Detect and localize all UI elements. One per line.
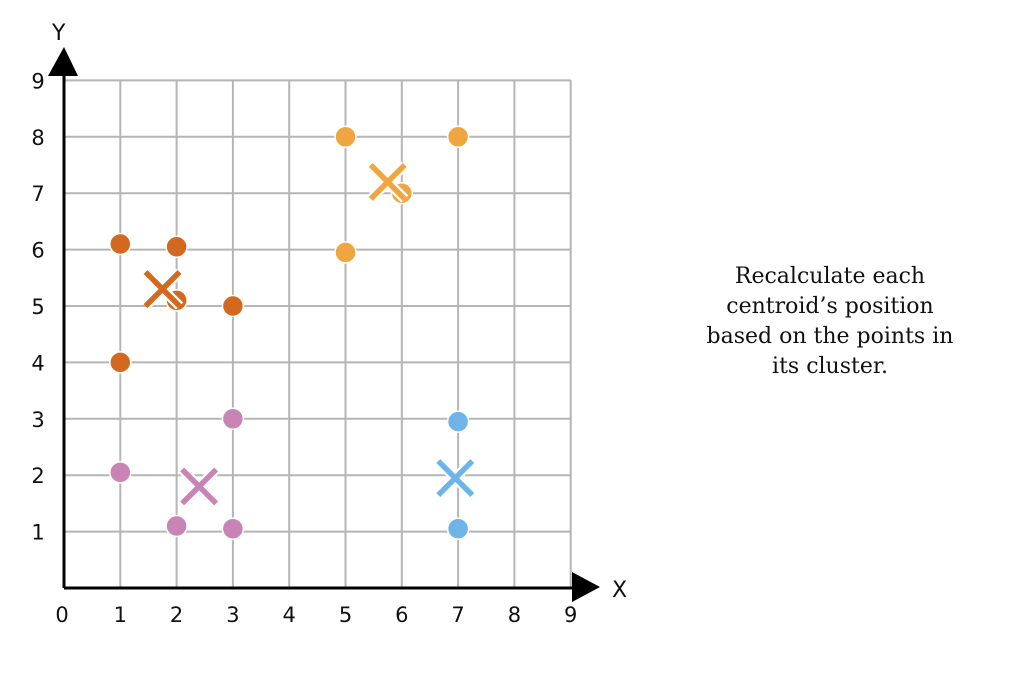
x-tick-label: 5 (339, 603, 352, 627)
data-point (446, 517, 470, 541)
data-point (109, 461, 132, 484)
data-point (221, 294, 245, 318)
y-tick-label: 5 (31, 295, 44, 319)
data-point (165, 514, 188, 538)
x-tick-label: 8 (508, 603, 521, 627)
y-tick-label: 7 (31, 182, 44, 206)
x-tick-label: 4 (283, 603, 296, 627)
x-tick-label: 2 (170, 603, 183, 627)
caption-line: based on the points in (706, 324, 954, 349)
y-axis-arrow (48, 47, 78, 76)
data-point (221, 407, 245, 431)
y-tick-label: 9 (31, 69, 44, 93)
data-point (109, 232, 132, 256)
caption: Recalculate each centroid’s position bas… (700, 262, 960, 382)
data-point (109, 351, 132, 374)
caption-line: centroid’s position (726, 294, 934, 319)
x-tick-label: 1 (114, 603, 127, 627)
centroid-marker (178, 465, 220, 508)
data-point (334, 241, 357, 264)
y-tick-label: 1 (31, 521, 44, 545)
data-point (221, 517, 245, 541)
y-tick-label: 8 (31, 126, 44, 150)
data-points (109, 125, 470, 541)
data-point (446, 125, 470, 149)
x-tick-label: 9 (564, 603, 577, 627)
y-axis-label: Y (51, 21, 66, 46)
centroid-marker (141, 268, 184, 310)
x-tick-label: 3 (226, 603, 239, 627)
data-point (165, 235, 188, 259)
y-tick-label: 3 (31, 408, 44, 432)
centroid-marker (434, 457, 476, 499)
x-tick-label: 6 (395, 603, 408, 627)
grid (64, 79, 572, 588)
axes: XY (48, 21, 627, 603)
centroid-markers (141, 161, 476, 508)
caption-line: its cluster. (772, 354, 888, 379)
x-tick-label: 0 (55, 603, 68, 627)
tick-labels: 0 1 2 3 4 5 6 7 8 9 1 2 3 4 5 6 7 8 9 (31, 69, 577, 627)
x-axis-label: X (612, 578, 627, 603)
y-tick-label: 2 (31, 464, 44, 488)
caption-line: Recalculate each (734, 264, 926, 289)
y-tick-label: 6 (31, 239, 44, 263)
x-axis-arrow (572, 572, 600, 602)
centroid-marker (367, 161, 409, 203)
data-point (446, 410, 470, 433)
y-tick-label: 4 (31, 351, 44, 375)
data-point (334, 125, 357, 149)
x-tick-label: 7 (451, 603, 464, 627)
